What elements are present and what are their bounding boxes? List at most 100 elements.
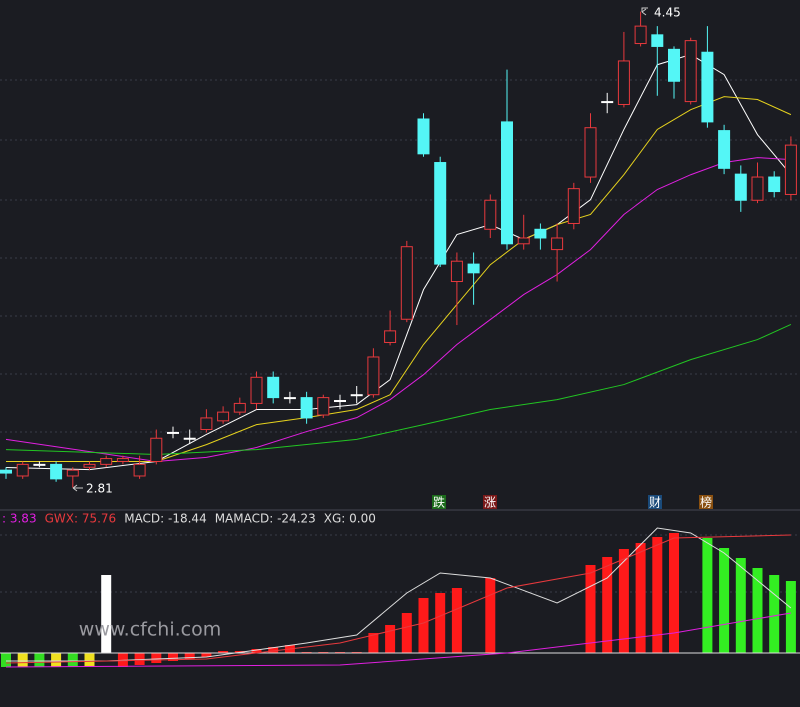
- macd-bar: [67, 653, 78, 667]
- candle-body: [50, 463, 63, 480]
- macd-bar: [51, 653, 62, 667]
- candle-body: [100, 458, 113, 465]
- candle-body: [768, 176, 781, 193]
- candle-body: [734, 173, 747, 201]
- indicator-label: MACD: -18.44: [124, 512, 207, 526]
- candle-body: [334, 400, 346, 403]
- marker-box: [699, 495, 713, 509]
- macd-bar: [268, 647, 279, 653]
- candle-body: [501, 121, 513, 245]
- macd-bar: [168, 653, 178, 661]
- candle-body: [784, 144, 797, 195]
- indicator-line: [5, 54, 792, 471]
- candle-body: [751, 176, 764, 201]
- candle-body: [33, 463, 46, 466]
- grid: [0, 79, 800, 593]
- marker-box: [648, 495, 662, 509]
- marker-box: [432, 495, 446, 509]
- candle-body: [217, 411, 230, 422]
- candle-body: [367, 356, 380, 396]
- macd-bar: [17, 653, 28, 667]
- candle-body: [718, 130, 731, 169]
- arrow: [72, 484, 83, 492]
- marker: 榜: [700, 495, 712, 510]
- candle-body: [150, 437, 163, 462]
- macd-bar: [752, 568, 763, 653]
- candle-body: [701, 51, 714, 123]
- macd-bar: [1, 653, 11, 667]
- candle-body: [300, 397, 313, 419]
- candle-body: [567, 188, 580, 224]
- marker-box: [483, 495, 497, 509]
- candle-body: [601, 101, 614, 104]
- marker: 财: [649, 496, 661, 510]
- candle-body: [517, 237, 530, 245]
- candle-body: [534, 228, 547, 239]
- candle-body: [417, 118, 430, 155]
- indicator-label: GWX: 75.76: [45, 512, 117, 526]
- candle-body: [116, 458, 129, 462]
- candle-body: [617, 60, 630, 105]
- candle-body: [83, 463, 96, 468]
- macd-bar: [84, 653, 95, 667]
- candle-body: [467, 263, 480, 274]
- macd-bar: [251, 649, 262, 653]
- low-label: 2.81: [86, 482, 113, 496]
- candle-body: [133, 463, 146, 477]
- indicator-label: XG: 0.00: [324, 512, 376, 526]
- candle-body: [668, 48, 680, 82]
- candle-body: [684, 40, 697, 103]
- macd-bar: [585, 565, 596, 653]
- candle-body: [183, 437, 196, 440]
- marker: 跌: [433, 495, 445, 510]
- indicator-line: [6, 527, 792, 662]
- macd-bar: [385, 625, 396, 653]
- candle-body: [16, 463, 29, 477]
- arrow: [641, 7, 648, 16]
- candle-body: [384, 330, 397, 343]
- macd-bar: [652, 537, 663, 653]
- macd-bar: [435, 593, 446, 653]
- macd-bar: [602, 557, 613, 653]
- indicator-line: [5, 157, 791, 462]
- candle-body: [634, 25, 647, 45]
- macd-bar: [218, 651, 229, 653]
- high-label: 4.45: [654, 6, 681, 20]
- macd-bar: [418, 598, 429, 653]
- candle-body: [434, 162, 447, 265]
- macd-bar: [785, 581, 796, 653]
- indicator-line: [5, 324, 792, 456]
- macd-bar: [451, 588, 462, 653]
- candle-body: [651, 34, 664, 47]
- macd-bar: [669, 533, 679, 653]
- candle-body: [66, 469, 79, 477]
- macd-bar: [401, 613, 412, 653]
- macd-bar: [735, 558, 746, 653]
- indicator-line: [5, 534, 791, 664]
- candle-body: [400, 246, 413, 320]
- indicator-label: : 3.83: [2, 512, 37, 526]
- macd-bar: [769, 575, 780, 653]
- macd-bar: [134, 653, 145, 665]
- watermark: www.cfchi.com: [79, 619, 221, 641]
- candle-body: [267, 376, 280, 399]
- macd-bar: [719, 548, 730, 653]
- macd-bar: [702, 538, 713, 653]
- candle-body: [233, 402, 246, 413]
- macd-bar: [184, 653, 195, 659]
- macd-bar: [201, 653, 212, 657]
- macd-bar: [618, 549, 629, 653]
- candle-body: [167, 431, 179, 434]
- macd-bar: [368, 633, 379, 653]
- candle-body: [250, 376, 263, 404]
- macd-bar: [34, 653, 45, 667]
- macd-bar: [485, 578, 496, 653]
- indicator-label: MAMACD: -24.23: [215, 512, 316, 526]
- indicator-line: [5, 612, 791, 668]
- candle-body: [450, 260, 463, 283]
- macd-bar: [635, 543, 646, 653]
- indicator-line: [6, 96, 792, 462]
- marker: 涨: [484, 495, 496, 510]
- macd-bar: [101, 575, 112, 653]
